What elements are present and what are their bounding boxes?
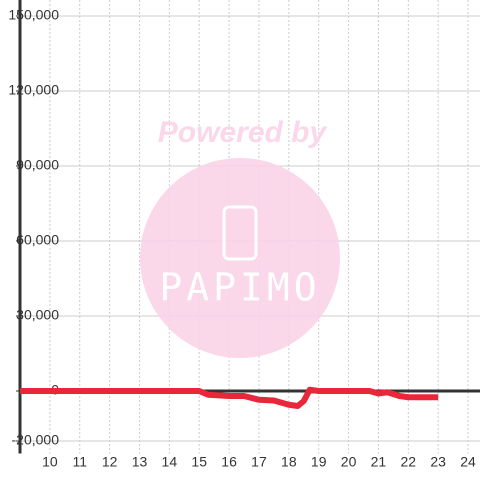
line-series xyxy=(20,386,439,409)
watermark-icon xyxy=(222,205,258,261)
y-tick-label: 90,000 xyxy=(16,157,59,173)
x-tick-label: 13 xyxy=(132,454,148,470)
watermark-text: PAPIMO xyxy=(159,266,320,310)
y-tick-label: -20,000 xyxy=(12,432,60,448)
x-tick-label: 15 xyxy=(191,454,207,470)
x-tick-label: 20 xyxy=(341,454,357,470)
x-tick-label: 23 xyxy=(430,454,446,470)
x-tick-label: 22 xyxy=(401,454,417,470)
watermark-text: Powered by xyxy=(158,116,328,149)
x-tick-label: 18 xyxy=(281,454,297,470)
y-tick-label: 120,000 xyxy=(8,82,59,98)
x-tick-label: 16 xyxy=(221,454,237,470)
x-tick-label: 14 xyxy=(162,454,178,470)
x-tick-label: 19 xyxy=(311,454,327,470)
watermark: Powered by PAPIMO xyxy=(140,116,340,358)
y-tick-label: 30,000 xyxy=(16,307,59,323)
x-tick-label: 17 xyxy=(251,454,267,470)
y-tick-label: 60,000 xyxy=(16,232,59,248)
x-tick-label: 10 xyxy=(42,454,58,470)
x-tick-label: 24 xyxy=(460,454,476,470)
x-tick-label: 12 xyxy=(102,454,118,470)
x-tick-label: 21 xyxy=(371,454,387,470)
y-tick-label: 150,000 xyxy=(8,7,59,23)
x-tick-label: 11 xyxy=(72,454,87,470)
